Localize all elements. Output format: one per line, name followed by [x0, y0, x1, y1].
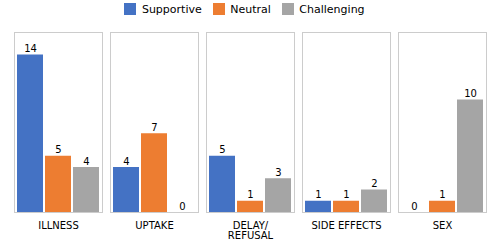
svg-text:1: 1 — [315, 189, 321, 200]
svg-text:5: 5 — [219, 144, 225, 155]
svg-text:SIDE EFFECTS: SIDE EFFECTS — [311, 220, 381, 231]
svg-text:UPTAKE: UPTAKE — [135, 220, 173, 231]
svg-text:4: 4 — [123, 156, 129, 167]
svg-text:5: 5 — [55, 144, 61, 155]
html-text:Challenging: Challenging — [299, 2, 365, 16]
svg-text:ILLNESS: ILLNESS — [38, 220, 79, 231]
svg-text:10: 10 — [464, 88, 477, 99]
html-text:Supportive: Supportive — [141, 2, 202, 16]
svg-text:1: 1 — [247, 189, 253, 200]
svg-text:7: 7 — [151, 122, 157, 133]
svg-text:0: 0 — [179, 201, 185, 212]
svg-text:4: 4 — [83, 156, 89, 167]
svg-text:14: 14 — [24, 43, 37, 54]
svg-text:DELAY/REFUSAL: DELAY/REFUSAL — [228, 220, 274, 241]
svg-text:0: 0 — [411, 201, 417, 212]
svg-text:1: 1 — [439, 189, 445, 200]
svg-text:2: 2 — [371, 178, 377, 189]
svg-text:3: 3 — [275, 167, 281, 178]
svg-text:SEX: SEX — [433, 220, 453, 231]
svg-text:1: 1 — [343, 189, 349, 200]
html-text:Neutral: Neutral — [230, 2, 271, 16]
